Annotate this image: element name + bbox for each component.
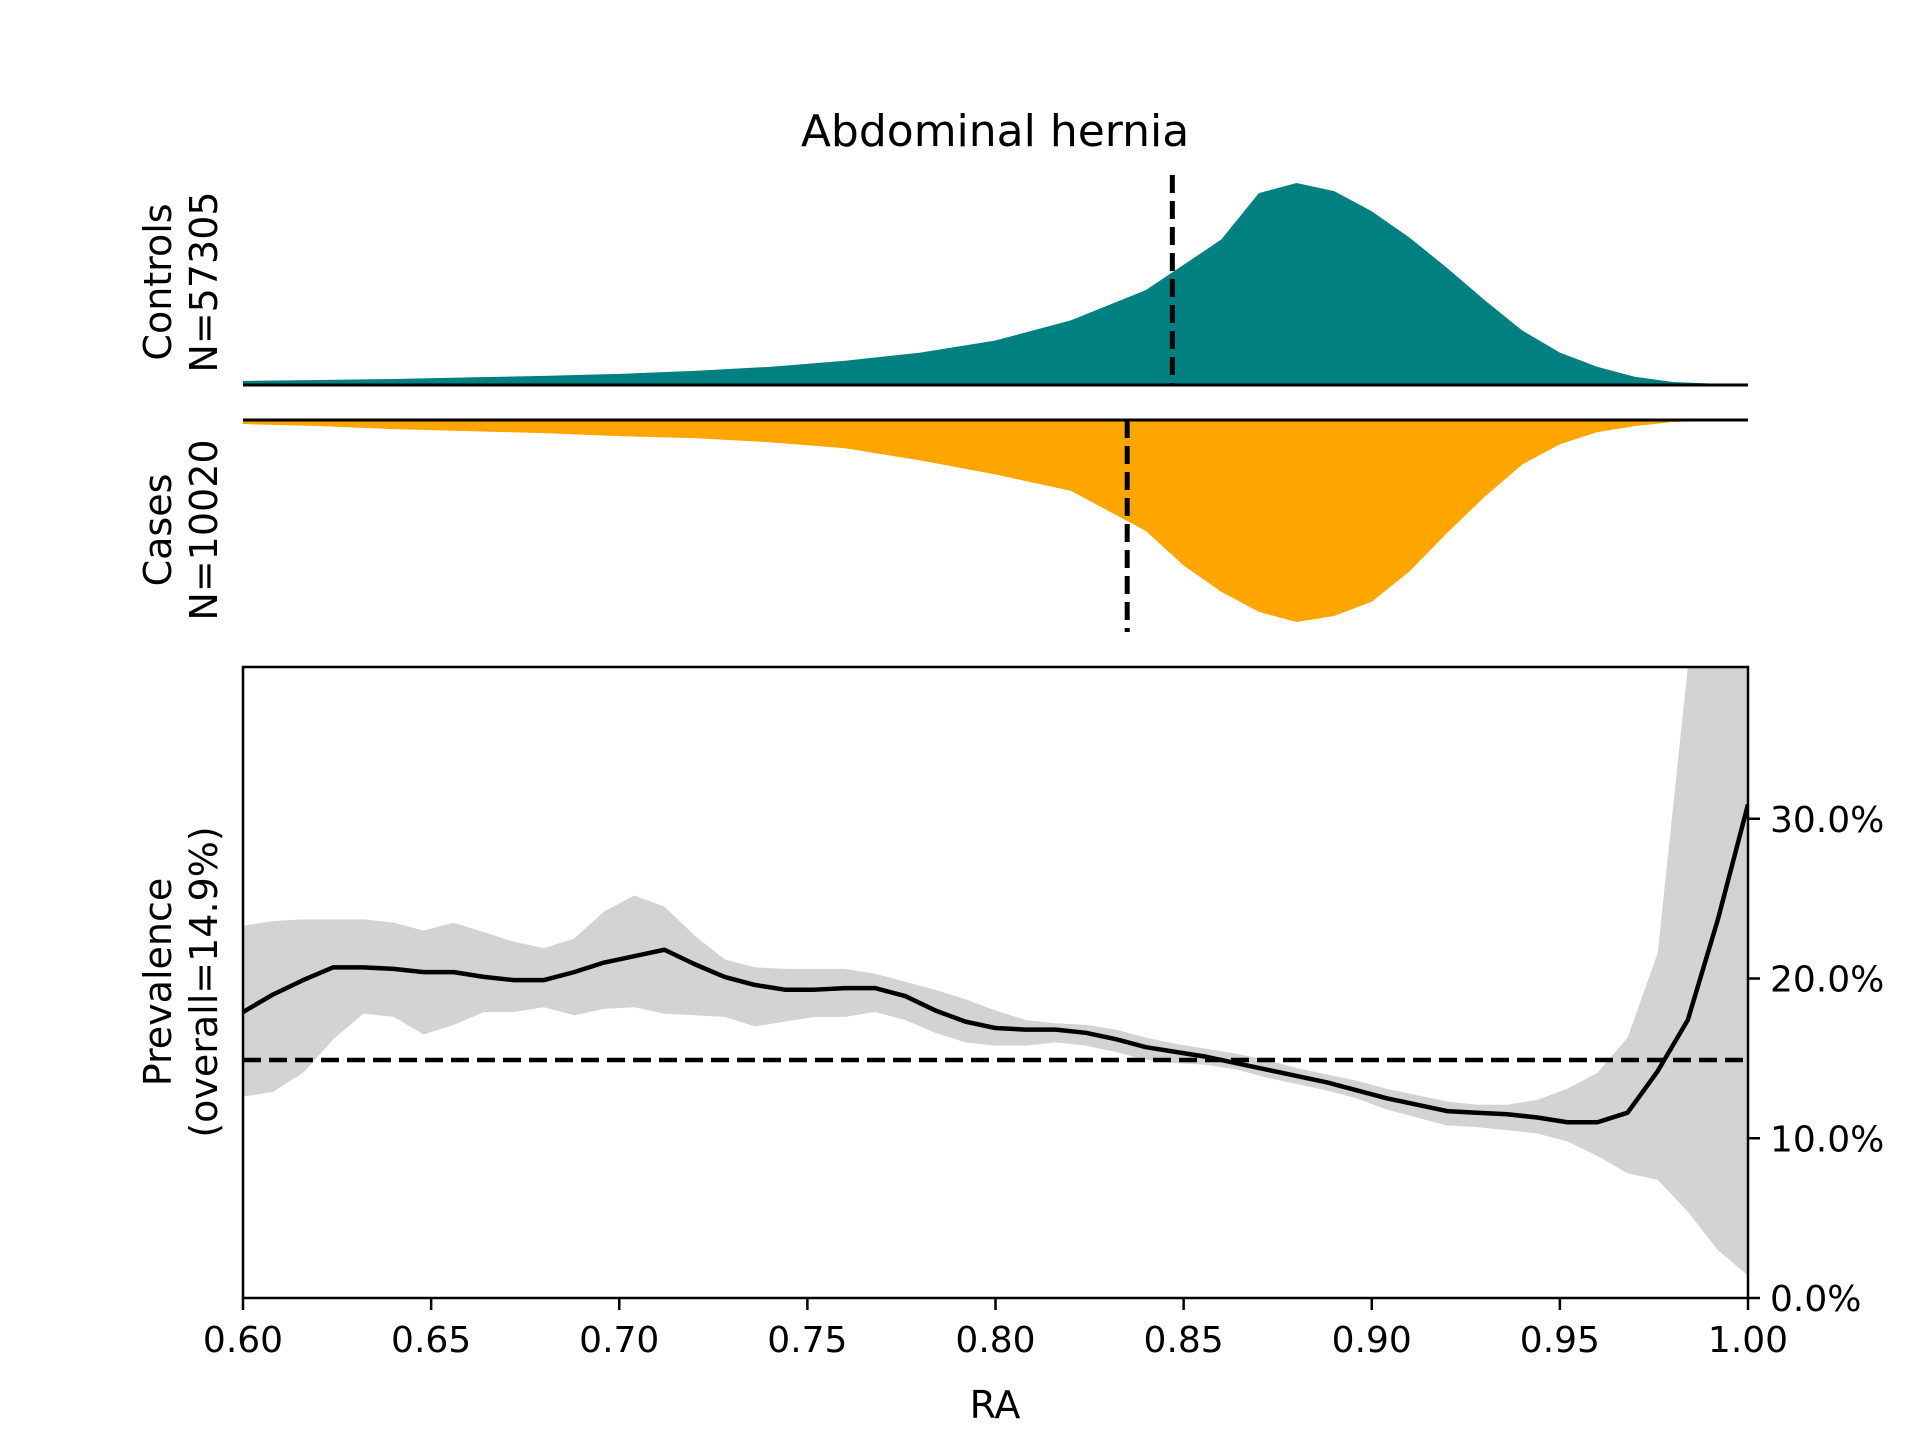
controls-panel: Controls N=57305: [136, 175, 1748, 387]
cases-label-line2: N=10020: [182, 439, 226, 620]
chart-title: Abdominal hernia: [801, 106, 1189, 157]
x-tick-label: 0.90: [1332, 1320, 1412, 1361]
x-axis-label: RA: [970, 1383, 1021, 1427]
y-axis-ticks: 0.0% 10.0% 20.0% 30.0%: [1748, 800, 1884, 1320]
prevalence-panel: 0.60 0.65 0.70 0.75 0.80 0.85 0.90 0.95 1.00 0.0…: [136, 665, 1884, 1427]
x-tick-label: 0.85: [1144, 1320, 1224, 1361]
x-tick-label: 1.00: [1708, 1320, 1788, 1361]
controls-density-area: [243, 183, 1748, 385]
x-tick-label: 0.95: [1520, 1320, 1600, 1361]
controls-label-line1: Controls: [136, 203, 180, 360]
prevalence-line: [243, 803, 1748, 1125]
confidence-band: [243, 667, 1748, 1276]
y-tick-label: 30.0%: [1770, 800, 1884, 841]
y-tick-label: 10.0%: [1770, 1119, 1884, 1160]
cases-label-line1: Cases: [136, 474, 180, 587]
x-tick-label: 0.60: [203, 1320, 283, 1361]
y-tick-label: 0.0%: [1770, 1279, 1861, 1320]
cases-panel: Cases N=10020: [136, 418, 1748, 632]
x-tick-label: 0.75: [767, 1320, 847, 1361]
controls-label-line2: N=57305: [182, 191, 226, 372]
x-tick-label: 0.65: [391, 1320, 471, 1361]
prevalence-label-line2: (overall=14.9%): [182, 826, 226, 1137]
x-axis-ticks: 0.60 0.65 0.70 0.75 0.80 0.85 0.90 0.95 1.00: [203, 1298, 1788, 1361]
x-tick-label: 0.70: [579, 1320, 659, 1361]
prevalence-label-line1: Prevalence: [136, 878, 180, 1086]
y-tick-label: 20.0%: [1770, 960, 1884, 1001]
cases-density-area: [243, 420, 1748, 622]
x-tick-label: 0.80: [955, 1320, 1035, 1361]
